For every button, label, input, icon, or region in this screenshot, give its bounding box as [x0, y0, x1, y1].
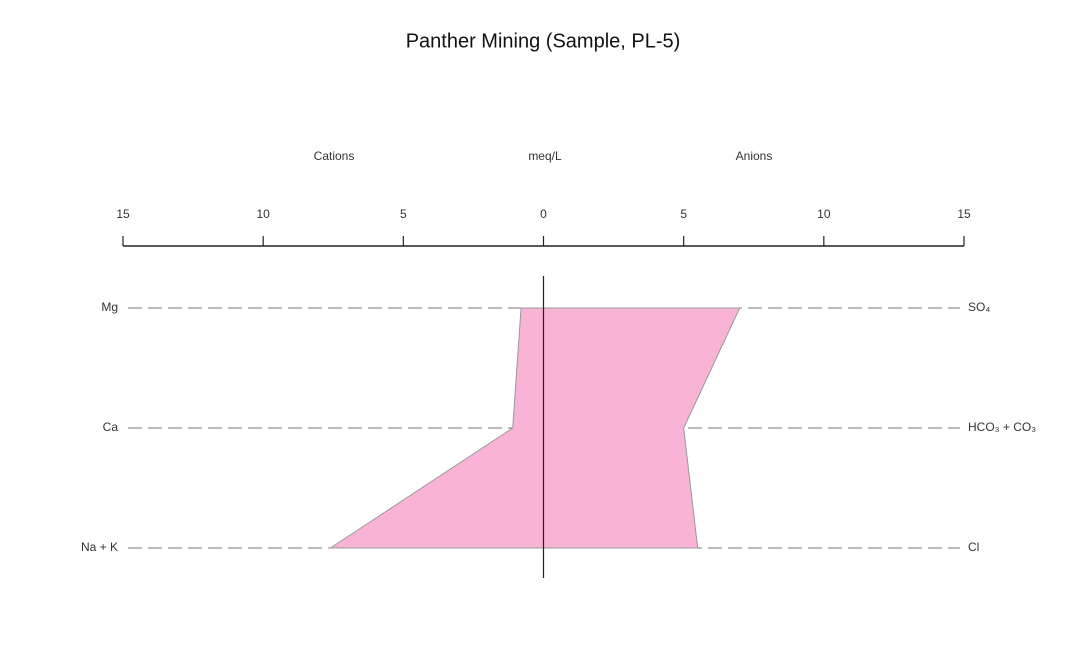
units-label: meq/L	[528, 149, 562, 163]
cation-label: Mg	[101, 300, 118, 314]
x-tick-label: 10	[817, 207, 831, 221]
x-tick-label: 5	[400, 207, 407, 221]
cation-label: Na + K	[81, 540, 118, 554]
x-tick-label: 10	[256, 207, 270, 221]
anion-label: SO₄	[968, 300, 990, 314]
cations-label: Cations	[314, 149, 355, 163]
x-tick-label: 15	[116, 207, 130, 221]
x-tick-label: 0	[540, 207, 547, 221]
stiff-shape	[328, 307, 741, 549]
cation-label: Ca	[103, 420, 119, 434]
x-tick-label: 5	[680, 207, 687, 221]
anion-label: Cl	[968, 540, 979, 554]
anion-label: HCO₃ + CO₃	[968, 420, 1036, 434]
anions-label: Anions	[736, 149, 773, 163]
chart-title: Panther Mining (Sample, PL-5)	[406, 30, 681, 52]
x-tick-label: 15	[957, 207, 971, 221]
